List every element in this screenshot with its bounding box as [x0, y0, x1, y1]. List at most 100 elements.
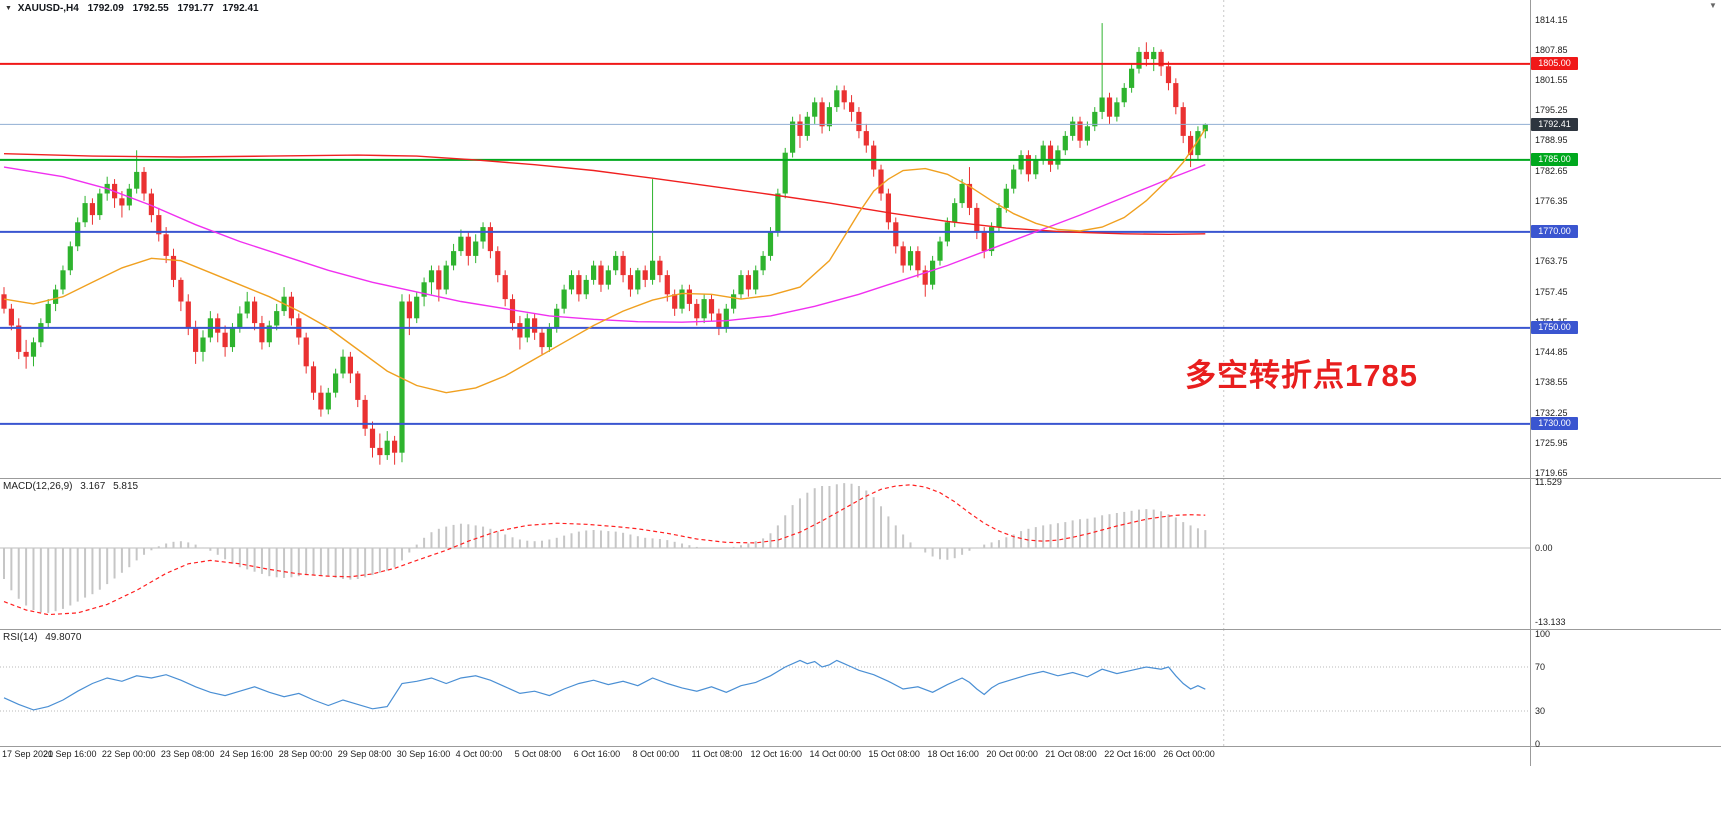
candle — [819, 102, 825, 127]
candle — [1099, 97, 1105, 112]
price-axis[interactable] — [1531, 0, 1721, 766]
candle — [974, 207, 980, 232]
candle — [620, 255, 626, 276]
candle — [1136, 51, 1142, 69]
candle — [38, 323, 44, 343]
candle — [347, 356, 353, 374]
candle — [487, 227, 493, 252]
candle — [399, 301, 405, 453]
ohlc-high-value: 1792.55 — [132, 3, 169, 14]
candle — [841, 90, 847, 103]
candle — [627, 275, 634, 290]
candle — [1055, 150, 1061, 165]
candle — [421, 282, 427, 297]
candle — [930, 260, 936, 285]
candle — [650, 260, 656, 280]
ma-medium-line — [3, 164, 1206, 323]
candle — [1121, 87, 1127, 103]
candle — [237, 313, 243, 328]
candle — [996, 207, 1002, 228]
time-axis[interactable] — [0, 747, 1530, 766]
candle — [1, 294, 7, 309]
candle — [826, 107, 832, 127]
candle — [1151, 51, 1157, 60]
candle — [436, 270, 442, 290]
candle — [1047, 145, 1054, 165]
candle — [193, 327, 199, 352]
candle — [16, 325, 22, 352]
candle — [23, 351, 29, 357]
candle — [60, 270, 66, 290]
candle — [989, 227, 995, 252]
candle — [1025, 155, 1031, 175]
candle — [451, 251, 457, 266]
candle — [1202, 124, 1208, 132]
candle — [797, 121, 803, 136]
macd-main-value: 3.167 — [80, 481, 106, 492]
candle — [782, 152, 788, 194]
candle — [642, 270, 648, 280]
candlestick-chart[interactable] — [0, 0, 1530, 478]
candle — [907, 251, 914, 266]
candle — [900, 246, 906, 266]
candle — [156, 215, 162, 235]
symbol-timeframe-label: XAUUSD-,H4 — [17, 3, 79, 14]
macd-signal-value: 5.815 — [113, 481, 139, 492]
candle — [959, 183, 965, 204]
panel-separator[interactable] — [0, 478, 1721, 479]
candle — [458, 236, 464, 252]
candle — [583, 279, 589, 295]
candle — [89, 203, 95, 216]
candle — [502, 275, 508, 300]
candle — [45, 303, 51, 324]
candle — [775, 193, 781, 232]
candle — [53, 289, 59, 304]
candle — [1077, 121, 1083, 141]
candle — [790, 121, 796, 153]
chart-annotation-text: 多空转折点1785 — [1185, 358, 1418, 393]
chart-shift-icon[interactable]: ▼ — [1709, 1, 1717, 10]
candle — [679, 289, 685, 309]
chart-menu-icon[interactable]: ▼ — [5, 5, 12, 12]
candle — [686, 289, 692, 304]
candle — [885, 193, 891, 223]
candle — [598, 265, 604, 285]
candle — [163, 234, 169, 256]
candle — [392, 440, 398, 453]
candle — [723, 308, 729, 328]
candle — [259, 323, 265, 343]
ohlc-low-value: 1791.77 — [177, 3, 214, 14]
candle — [1033, 159, 1039, 175]
candle — [701, 299, 707, 319]
panel-separator[interactable] — [0, 629, 1721, 630]
candle — [266, 325, 272, 343]
candle — [738, 275, 744, 295]
candle — [274, 311, 280, 326]
rsi-indicator-label: RSI(14) 49.8070 — [3, 632, 86, 643]
candle — [1114, 102, 1120, 117]
ohlc-close-value: 1792.41 — [222, 3, 259, 14]
candle — [170, 255, 177, 280]
candle — [1003, 188, 1009, 208]
candle — [310, 366, 317, 393]
candle — [414, 296, 420, 319]
candle — [804, 116, 810, 136]
candle — [812, 102, 818, 117]
rsi-indicator-panel[interactable] — [0, 629, 1530, 746]
candle — [568, 275, 575, 290]
macd-indicator-label: MACD(12,26,9) 3.167 5.815 — [3, 481, 143, 492]
candle — [1062, 135, 1068, 151]
candle — [981, 231, 987, 252]
candle — [369, 428, 376, 448]
candle — [878, 169, 884, 194]
candle — [613, 255, 619, 271]
macd-indicator-panel[interactable] — [0, 478, 1530, 629]
ohlc-open-value: 1792.09 — [87, 3, 124, 14]
candle — [67, 246, 73, 271]
candle — [362, 399, 368, 429]
candle — [731, 294, 737, 309]
candle — [340, 356, 346, 374]
candle — [539, 332, 545, 348]
candle — [82, 203, 88, 223]
candle — [576, 275, 582, 295]
